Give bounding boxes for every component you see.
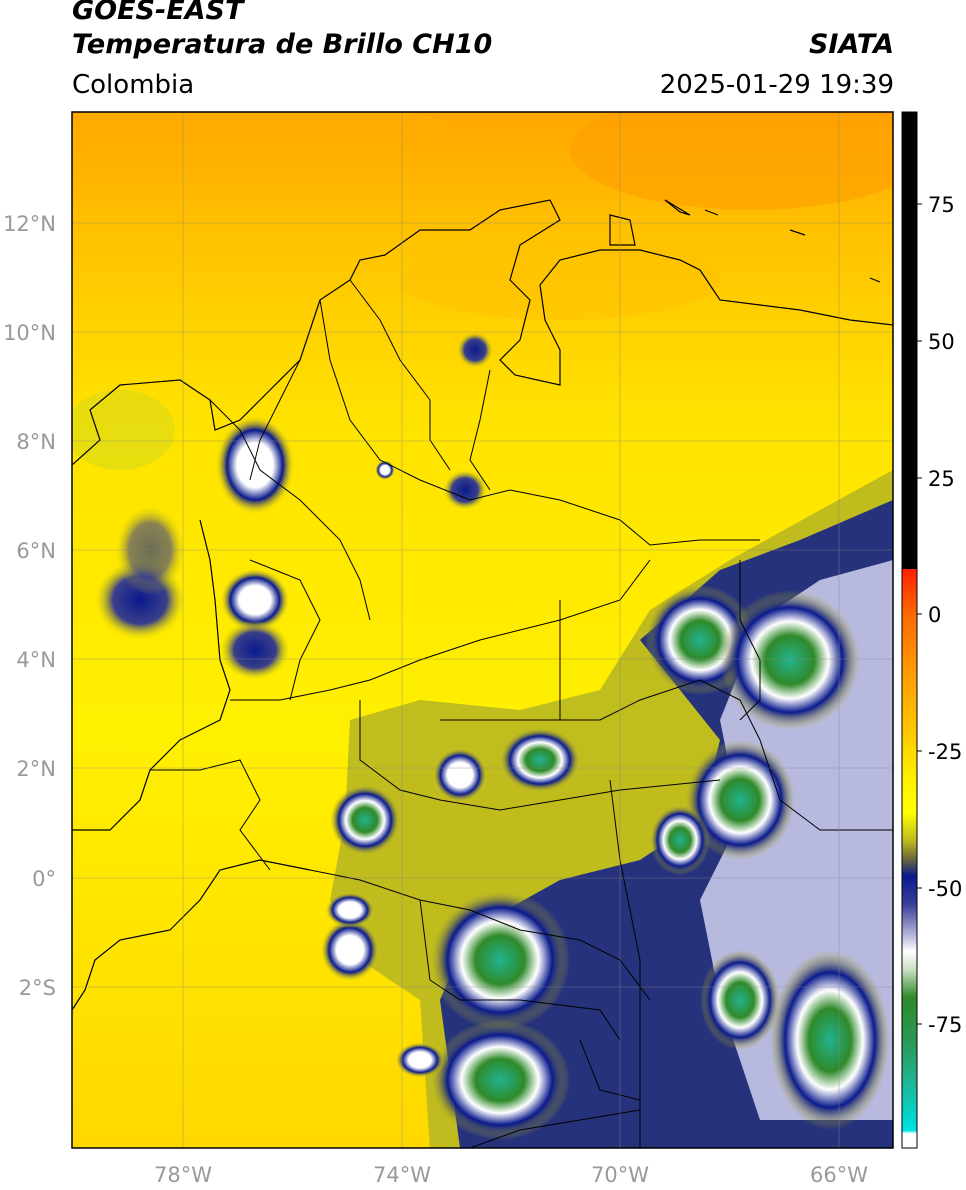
lat-label-2s: 2°S — [19, 976, 56, 1000]
latitude-labels: 12°N 10°N 8°N 6°N 4°N 2°N 0° 2°S — [3, 212, 56, 1000]
colorbar-label-minus25: -25 — [928, 740, 962, 764]
lat-label-6n: 6°N — [16, 539, 56, 563]
lon-label-78w: 78°W — [154, 1163, 212, 1187]
colorbar-frame — [901, 111, 918, 1149]
satellite-title: GOES-EAST — [72, 0, 244, 26]
lat-label-12n: 12°N — [3, 212, 56, 236]
colorbar-label-50: 50 — [928, 330, 955, 354]
longitude-labels: 78°W 74°W 70°W 66°W — [154, 1163, 868, 1187]
colorbar-label-0: 0 — [928, 603, 941, 627]
colorbar: 75 50 25 0 -25 -50 -75 — [901, 111, 962, 1149]
colorbar-label-minus50: -50 — [928, 877, 962, 901]
colorbar-gradient — [902, 569, 917, 1148]
gridlines — [72, 112, 893, 1148]
brightness-temperature-map — [72, 112, 893, 1148]
lon-label-74w: 74°W — [373, 1163, 431, 1187]
lon-label-66w: 66°W — [810, 1163, 868, 1187]
lat-label-2n: 2°N — [16, 757, 56, 781]
colorbar-black-segment — [902, 112, 917, 569]
organization-label: SIATA — [808, 29, 894, 60]
lat-label-8n: 8°N — [16, 430, 56, 454]
lat-label-10n: 10°N — [3, 321, 56, 345]
lat-label-0: 0° — [32, 867, 56, 891]
lat-label-4n: 4°N — [16, 648, 56, 672]
lon-label-70w: 70°W — [591, 1163, 649, 1187]
coastlines — [72, 199, 893, 1011]
administrative-borders — [150, 279, 893, 1148]
datetime-label: 2025-01-29 19:39 — [659, 70, 894, 100]
region-label: Colombia — [72, 70, 195, 100]
product-title: Temperatura de Brillo CH10 — [72, 29, 493, 60]
colorbar-label-minus75: -75 — [928, 1013, 962, 1037]
colorbar-label-75: 75 — [928, 193, 955, 217]
colorbar-label-25: 25 — [928, 467, 955, 491]
map-frame — [71, 111, 894, 1149]
